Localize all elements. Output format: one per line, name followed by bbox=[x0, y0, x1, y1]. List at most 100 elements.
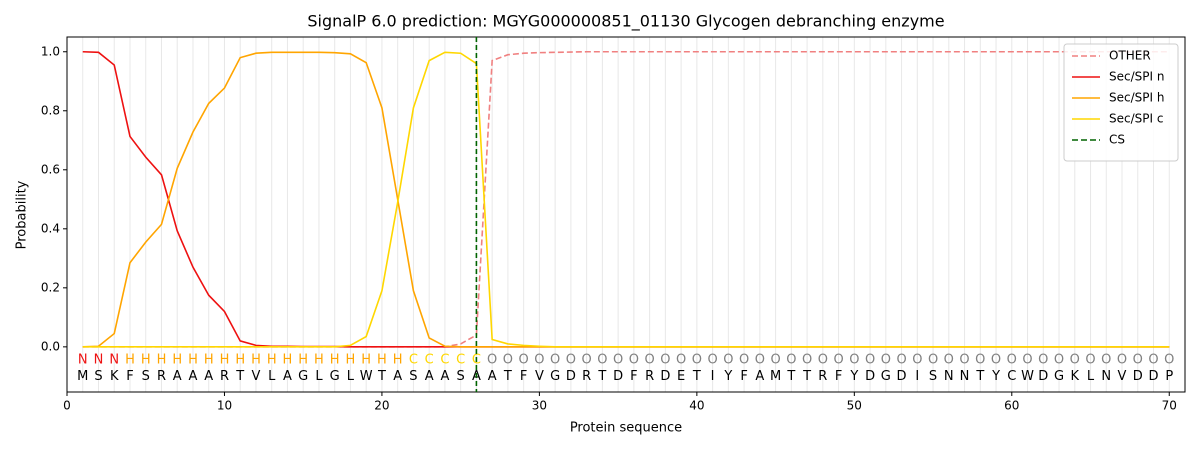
position-label: O bbox=[739, 353, 749, 368]
position-label: O bbox=[1164, 353, 1174, 368]
residue: A bbox=[283, 369, 292, 384]
residue: G bbox=[881, 369, 891, 384]
residue: N bbox=[1101, 369, 1111, 384]
plot-frame bbox=[66, 36, 1186, 393]
residue: I bbox=[915, 369, 919, 384]
position-label: H bbox=[157, 353, 167, 368]
residue: A bbox=[425, 369, 434, 384]
residue: K bbox=[1071, 369, 1080, 384]
residue: I bbox=[711, 369, 715, 384]
position-label: O bbox=[881, 353, 891, 368]
position-label: O bbox=[928, 353, 938, 368]
position-label: O bbox=[550, 353, 560, 368]
y-tick-label: 0.2 bbox=[41, 280, 60, 294]
position-label: H bbox=[267, 353, 277, 368]
position-label: O bbox=[660, 353, 670, 368]
residue: R bbox=[582, 369, 591, 384]
position-label: O bbox=[770, 353, 780, 368]
residue: D bbox=[1133, 369, 1143, 384]
position-label: O bbox=[944, 353, 954, 368]
residue: S bbox=[409, 369, 417, 384]
x-tick-label: 30 bbox=[532, 399, 547, 413]
residue: D bbox=[865, 369, 875, 384]
residue: G bbox=[330, 369, 340, 384]
residue: V bbox=[535, 369, 544, 384]
residue: T bbox=[802, 369, 811, 384]
chart-title: SignalP 6.0 prediction: MGYG000000851_01… bbox=[307, 12, 944, 32]
residue: D bbox=[613, 369, 623, 384]
residue: D bbox=[1038, 369, 1048, 384]
residue: F bbox=[126, 369, 133, 384]
residue: A bbox=[755, 369, 764, 384]
residue: Y bbox=[723, 369, 732, 384]
position-label: O bbox=[645, 353, 655, 368]
residue: G bbox=[298, 369, 308, 384]
residue: P bbox=[1165, 369, 1173, 384]
position-label: O bbox=[1054, 353, 1064, 368]
x-tick-label: 20 bbox=[374, 399, 389, 413]
position-label: H bbox=[220, 353, 230, 368]
residue: R bbox=[157, 369, 166, 384]
residue: C bbox=[1007, 369, 1016, 384]
legend-label: Sec/SPI c bbox=[1109, 112, 1163, 126]
residue: V bbox=[1118, 369, 1127, 384]
position-label: H bbox=[361, 353, 371, 368]
position-label: O bbox=[676, 353, 686, 368]
residue: Y bbox=[849, 369, 858, 384]
position-label: H bbox=[346, 353, 356, 368]
position-label: O bbox=[613, 353, 623, 368]
position-label: H bbox=[314, 353, 324, 368]
position-label: O bbox=[1038, 353, 1048, 368]
residue: L bbox=[268, 369, 276, 384]
residue: W bbox=[1021, 369, 1034, 384]
residue: G bbox=[1054, 369, 1064, 384]
position-label: N bbox=[78, 353, 88, 368]
position-label: H bbox=[330, 353, 340, 368]
position-label: O bbox=[566, 353, 576, 368]
position-label: O bbox=[1148, 353, 1158, 368]
position-label: C bbox=[409, 353, 418, 368]
position-label: C bbox=[425, 353, 434, 368]
position-label: H bbox=[188, 353, 198, 368]
position-label: O bbox=[597, 353, 607, 368]
position-label: O bbox=[755, 353, 765, 368]
position-label: H bbox=[283, 353, 293, 368]
x-tick-label: 50 bbox=[847, 399, 862, 413]
position-label: O bbox=[959, 353, 969, 368]
residue: N bbox=[960, 369, 970, 384]
residue: E bbox=[677, 369, 685, 384]
position-label: H bbox=[298, 353, 308, 368]
x-tick-label: 70 bbox=[1162, 399, 1177, 413]
position-label: O bbox=[1117, 353, 1127, 368]
legend-box bbox=[1063, 43, 1179, 162]
position-label: H bbox=[125, 353, 135, 368]
series-line bbox=[82, 51, 1170, 348]
position-label: O bbox=[487, 353, 497, 368]
residue: M bbox=[770, 369, 781, 384]
residue: M bbox=[77, 369, 88, 384]
position-label: O bbox=[503, 353, 513, 368]
residue: D bbox=[897, 369, 907, 384]
residue: S bbox=[94, 369, 102, 384]
residue: A bbox=[189, 369, 198, 384]
position-label: H bbox=[393, 353, 403, 368]
residue: L bbox=[1087, 369, 1095, 384]
residue: F bbox=[630, 369, 637, 384]
position-label: O bbox=[582, 353, 592, 368]
residue: R bbox=[818, 369, 827, 384]
position-label: O bbox=[707, 353, 717, 368]
position-label: O bbox=[1022, 353, 1032, 368]
residue: D bbox=[566, 369, 576, 384]
residue: L bbox=[347, 369, 355, 384]
y-tick-label: 0.6 bbox=[41, 162, 60, 176]
residue: T bbox=[692, 369, 701, 384]
residue: D bbox=[660, 369, 670, 384]
residue: A bbox=[393, 369, 402, 384]
residue: N bbox=[944, 369, 954, 384]
residue: S bbox=[457, 369, 465, 384]
residue: S bbox=[929, 369, 937, 384]
x-tick-label: 10 bbox=[217, 399, 232, 413]
residue: R bbox=[645, 369, 654, 384]
residue: W bbox=[360, 369, 373, 384]
